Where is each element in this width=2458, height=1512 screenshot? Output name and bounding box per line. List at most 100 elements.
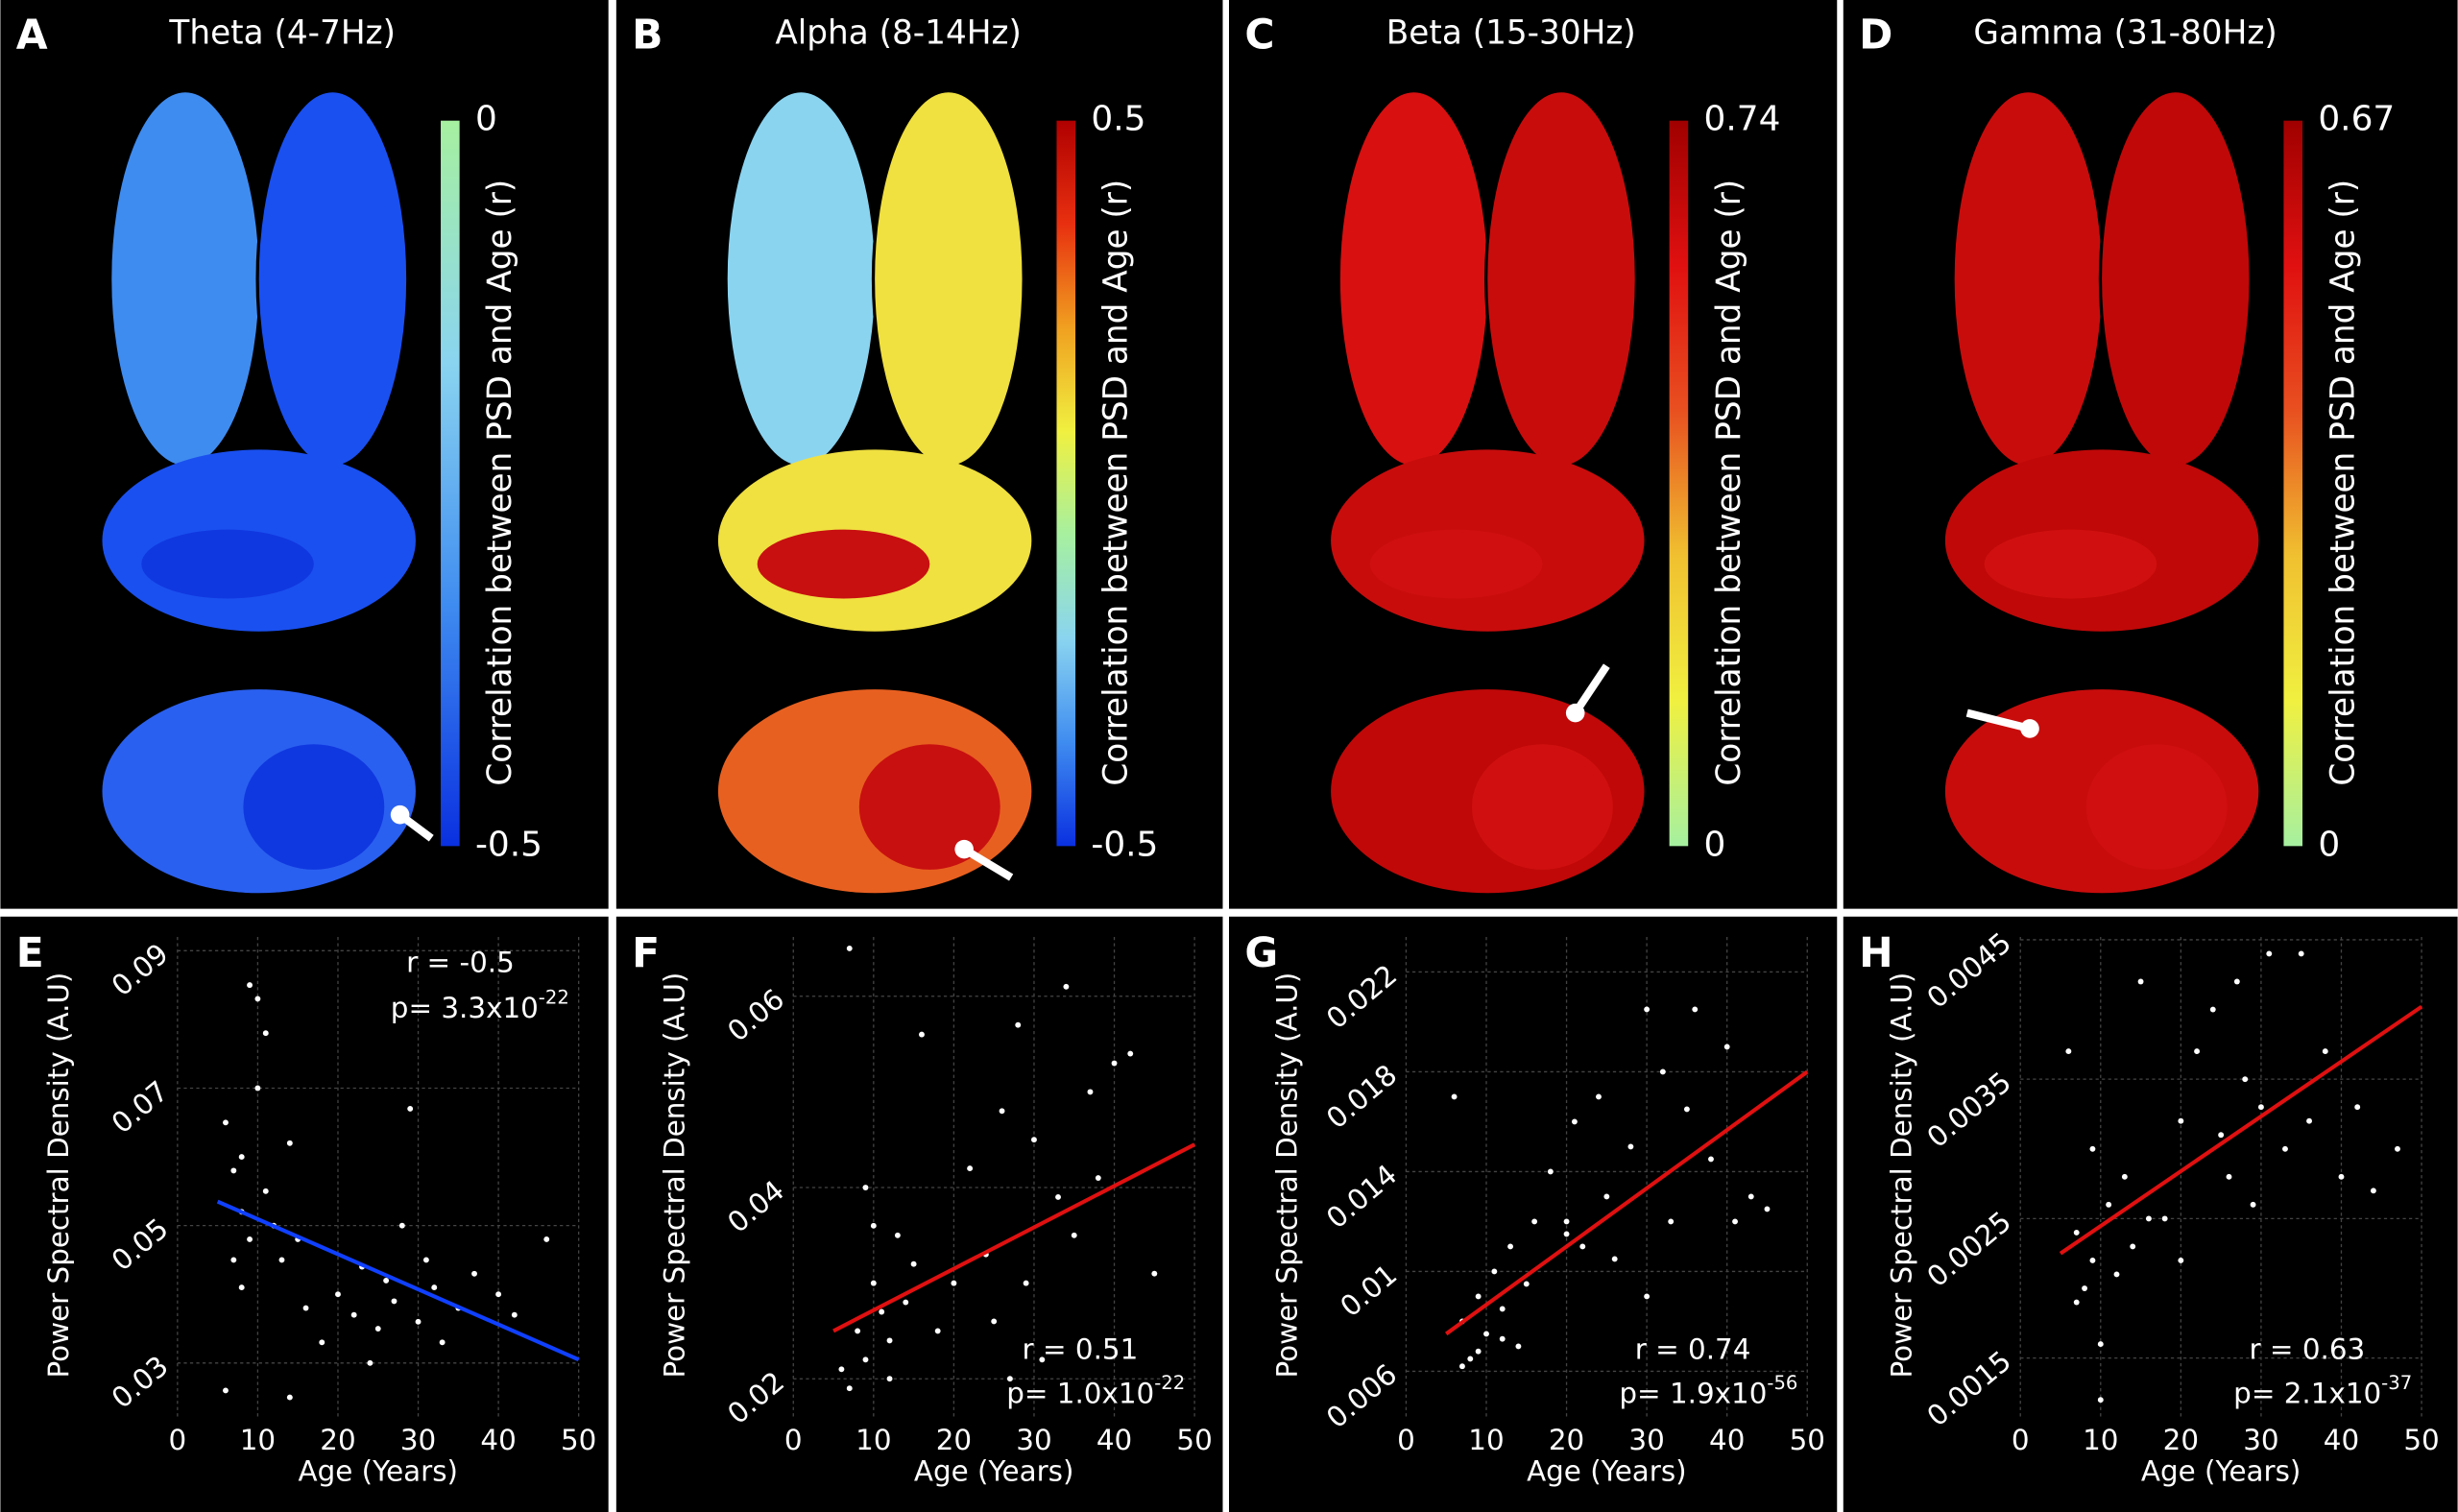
scatter-point [2073,1229,2080,1236]
scatter-point [335,1291,341,1298]
x-tick-label: 0 [1397,1424,1415,1456]
scatter-point [1491,1268,1498,1275]
scatter-point [398,1222,405,1229]
scatter-point [2338,1173,2345,1180]
arrow-head [1565,703,1585,723]
scatter-point [951,1280,957,1286]
brain-medial-region [1471,744,1613,870]
scatter-point [391,1298,398,1305]
scatter-point [543,1236,550,1242]
panel-title: Gamma (31-80Hz) [1973,13,2277,52]
scatter-point [2257,1104,2264,1111]
scatter-point [2395,1145,2400,1152]
brain-lateral-region [141,529,314,599]
scatter-point [2250,1201,2256,1208]
scatter-point [1732,1218,1738,1225]
scatter-point [2209,1006,2216,1013]
brain-top-right [871,89,1025,469]
scatter-point [1039,1356,1046,1363]
annotation-p-exponent: -37 [2381,1372,2412,1394]
colorbar-tick-label: 0.67 [2318,100,2395,139]
x-tick-label: 40 [1709,1424,1745,1456]
scatter-point [1747,1193,1754,1200]
scatter-point [1499,1306,1506,1312]
scatter-point [934,1328,941,1334]
scatter-point [1611,1256,1618,1262]
x-tick-label: 30 [2243,1424,2278,1456]
scatter-point [1547,1168,1554,1175]
scatter-point [383,1277,390,1284]
brain-medial-region [858,744,1000,870]
colorbar-tick-label: -0.5 [475,825,542,864]
scatter-point [223,1119,229,1126]
panel-label: B [632,12,663,60]
brain-lateral-region [1984,529,2157,599]
scatter-point [2113,1271,2120,1278]
scatter-point [2306,1117,2312,1124]
panel-label: E [16,930,44,977]
scatter-point [846,1385,853,1392]
scatter-point [262,1188,269,1194]
scatter-point [999,1108,1005,1115]
panel-title: Theta (4-7Hz) [168,13,396,52]
annotation-p-exponent: -22 [1154,1372,1185,1394]
scatter-point [1031,1137,1037,1143]
scatter-point [254,996,261,1002]
annotation-r: r = 0.51 [1023,1332,1139,1365]
scatter-point [2354,1104,2361,1111]
scatter-point [1523,1281,1530,1287]
x-tick-label: 20 [320,1424,355,1456]
scatter-point [1571,1118,1578,1125]
scatter-point [2178,1117,2184,1124]
x-axis-label: Age (Years) [914,1455,1073,1488]
scatter-point [2106,1201,2112,1208]
annotation-p: p= 1.0x10-22 [1006,1372,1185,1409]
scatter-point [2073,1299,2080,1306]
scatter-point [1063,983,1070,990]
x-tick-label: 30 [1016,1424,1051,1456]
scatter-point [1596,1093,1602,1100]
brain-lateral-region [1369,529,1543,599]
scatter-point [2178,1258,2184,1263]
brain-top-right [255,89,410,469]
scatter-point [2322,1048,2328,1055]
arrow-head [954,839,974,859]
scatter-point [1683,1106,1690,1113]
scatter-point [262,1030,269,1037]
panel-label: C [1244,12,1274,60]
scatter-point [2218,1132,2225,1139]
scatter-point [1467,1356,1474,1362]
x-tick-label: 0 [784,1424,803,1456]
scatter-point [2097,1397,2104,1404]
annotation-p-base: p= 1.0x10 [1006,1377,1154,1409]
annotation-p-base: p= 3.3x10 [391,992,539,1024]
colorbar-tick-label: 0 [2318,825,2340,864]
colorbar-label: Correlation between PSD and Age (r) [2325,180,2363,786]
scatter-point [2233,978,2240,985]
scatter-point [2161,1215,2168,1222]
scatter-point [919,1031,925,1038]
scatter-point [374,1326,381,1332]
scatter-point [838,1366,845,1373]
y-axis-label: Power Spectral Density (A.U) [1271,972,1304,1379]
scatter-point [367,1359,374,1366]
x-tick-label: 30 [1628,1424,1664,1456]
annotation-r: r = 0.63 [2250,1332,2366,1365]
scatter-point [1723,1044,1730,1050]
scatter-point [223,1387,229,1394]
scatter-point [471,1270,477,1277]
scatter-point [886,1337,893,1344]
panel [1843,916,2458,1512]
arrow [1572,663,1610,715]
fit-line [2059,1004,2423,1256]
scatter-point [2242,1076,2249,1083]
scatter-point [254,1085,261,1092]
x-tick-label: 50 [2403,1424,2439,1456]
colorbar-tick-label: 0.5 [1091,100,1145,139]
scatter-point [1507,1243,1514,1250]
x-tick-label: 50 [1176,1424,1212,1456]
scatter-point [2082,1285,2088,1291]
annotation-p: p= 1.9x10-56 [1619,1372,1797,1409]
scatter-point [894,1232,901,1238]
scatter-point [495,1291,502,1298]
